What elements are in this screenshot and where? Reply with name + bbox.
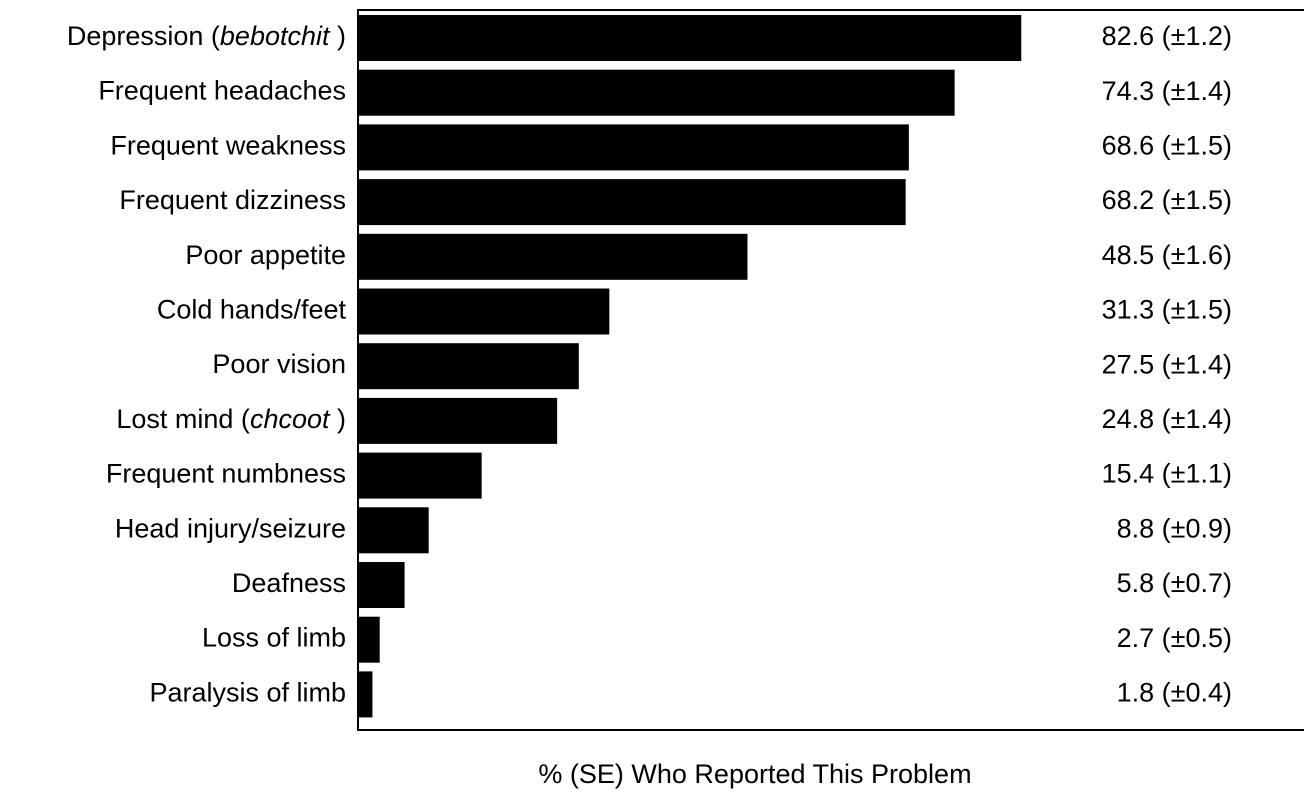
bars-group [358, 15, 1022, 718]
value-label: 31.3 (±1.5) [1102, 295, 1232, 325]
value-label: 15.4 (±1.1) [1102, 459, 1232, 489]
x-axis-title: % (SE) Who Reported This Problem [538, 759, 971, 789]
category-label: Deafness [232, 568, 346, 598]
category-label: Frequent dizziness [119, 185, 346, 215]
value-label: 48.5 (±1.6) [1102, 240, 1232, 270]
value-label: 27.5 (±1.4) [1102, 349, 1232, 379]
bar [358, 233, 748, 280]
value-labels: 82.6 (±1.2) 74.3 (±1.4) 68.6 (±1.5) 68.2 (±… [1102, 21, 1232, 707]
category-label: Frequent headaches [98, 76, 346, 106]
category-label: Frequent weakness [110, 131, 346, 161]
bar [358, 179, 906, 226]
bar [358, 452, 482, 499]
bar [358, 397, 558, 444]
category-label: Lost mind (chcoot ) [116, 404, 346, 434]
value-label: 82.6 (±1.2) [1102, 21, 1232, 51]
bar [358, 562, 405, 608]
value-label: 8.8 (±0.9) [1117, 513, 1232, 543]
bar [358, 15, 1022, 61]
value-label: 74.3 (±1.4) [1102, 76, 1232, 106]
value-label: 24.8 (±1.4) [1102, 404, 1232, 434]
value-label: 68.2 (±1.5) [1102, 185, 1232, 215]
category-label: Loss of limb [202, 623, 346, 653]
bar [358, 288, 610, 335]
category-label: Cold hands/feet [157, 295, 347, 325]
category-label: Poor vision [212, 349, 346, 379]
bar [358, 507, 429, 554]
value-label: 5.8 (±0.7) [1117, 568, 1232, 598]
category-label: Depression (bebotchit ) [67, 21, 346, 51]
category-labels: Depression (bebotchit ) Frequent headache… [67, 21, 347, 707]
bar [358, 671, 373, 718]
bar [358, 69, 955, 116]
value-label: 68.6 (±1.5) [1102, 131, 1232, 161]
category-label: Paralysis of limb [149, 678, 346, 708]
category-label: Frequent numbness [106, 459, 346, 489]
plot-frame [357, 9, 1304, 731]
category-label: Head injury/seizure [115, 513, 346, 543]
bar [358, 343, 579, 390]
value-label: 2.7 (±0.5) [1117, 623, 1232, 653]
bar [358, 616, 380, 663]
value-label: 1.8 (±0.4) [1117, 678, 1232, 708]
bar [358, 124, 909, 171]
category-label: Poor appetite [185, 240, 346, 270]
